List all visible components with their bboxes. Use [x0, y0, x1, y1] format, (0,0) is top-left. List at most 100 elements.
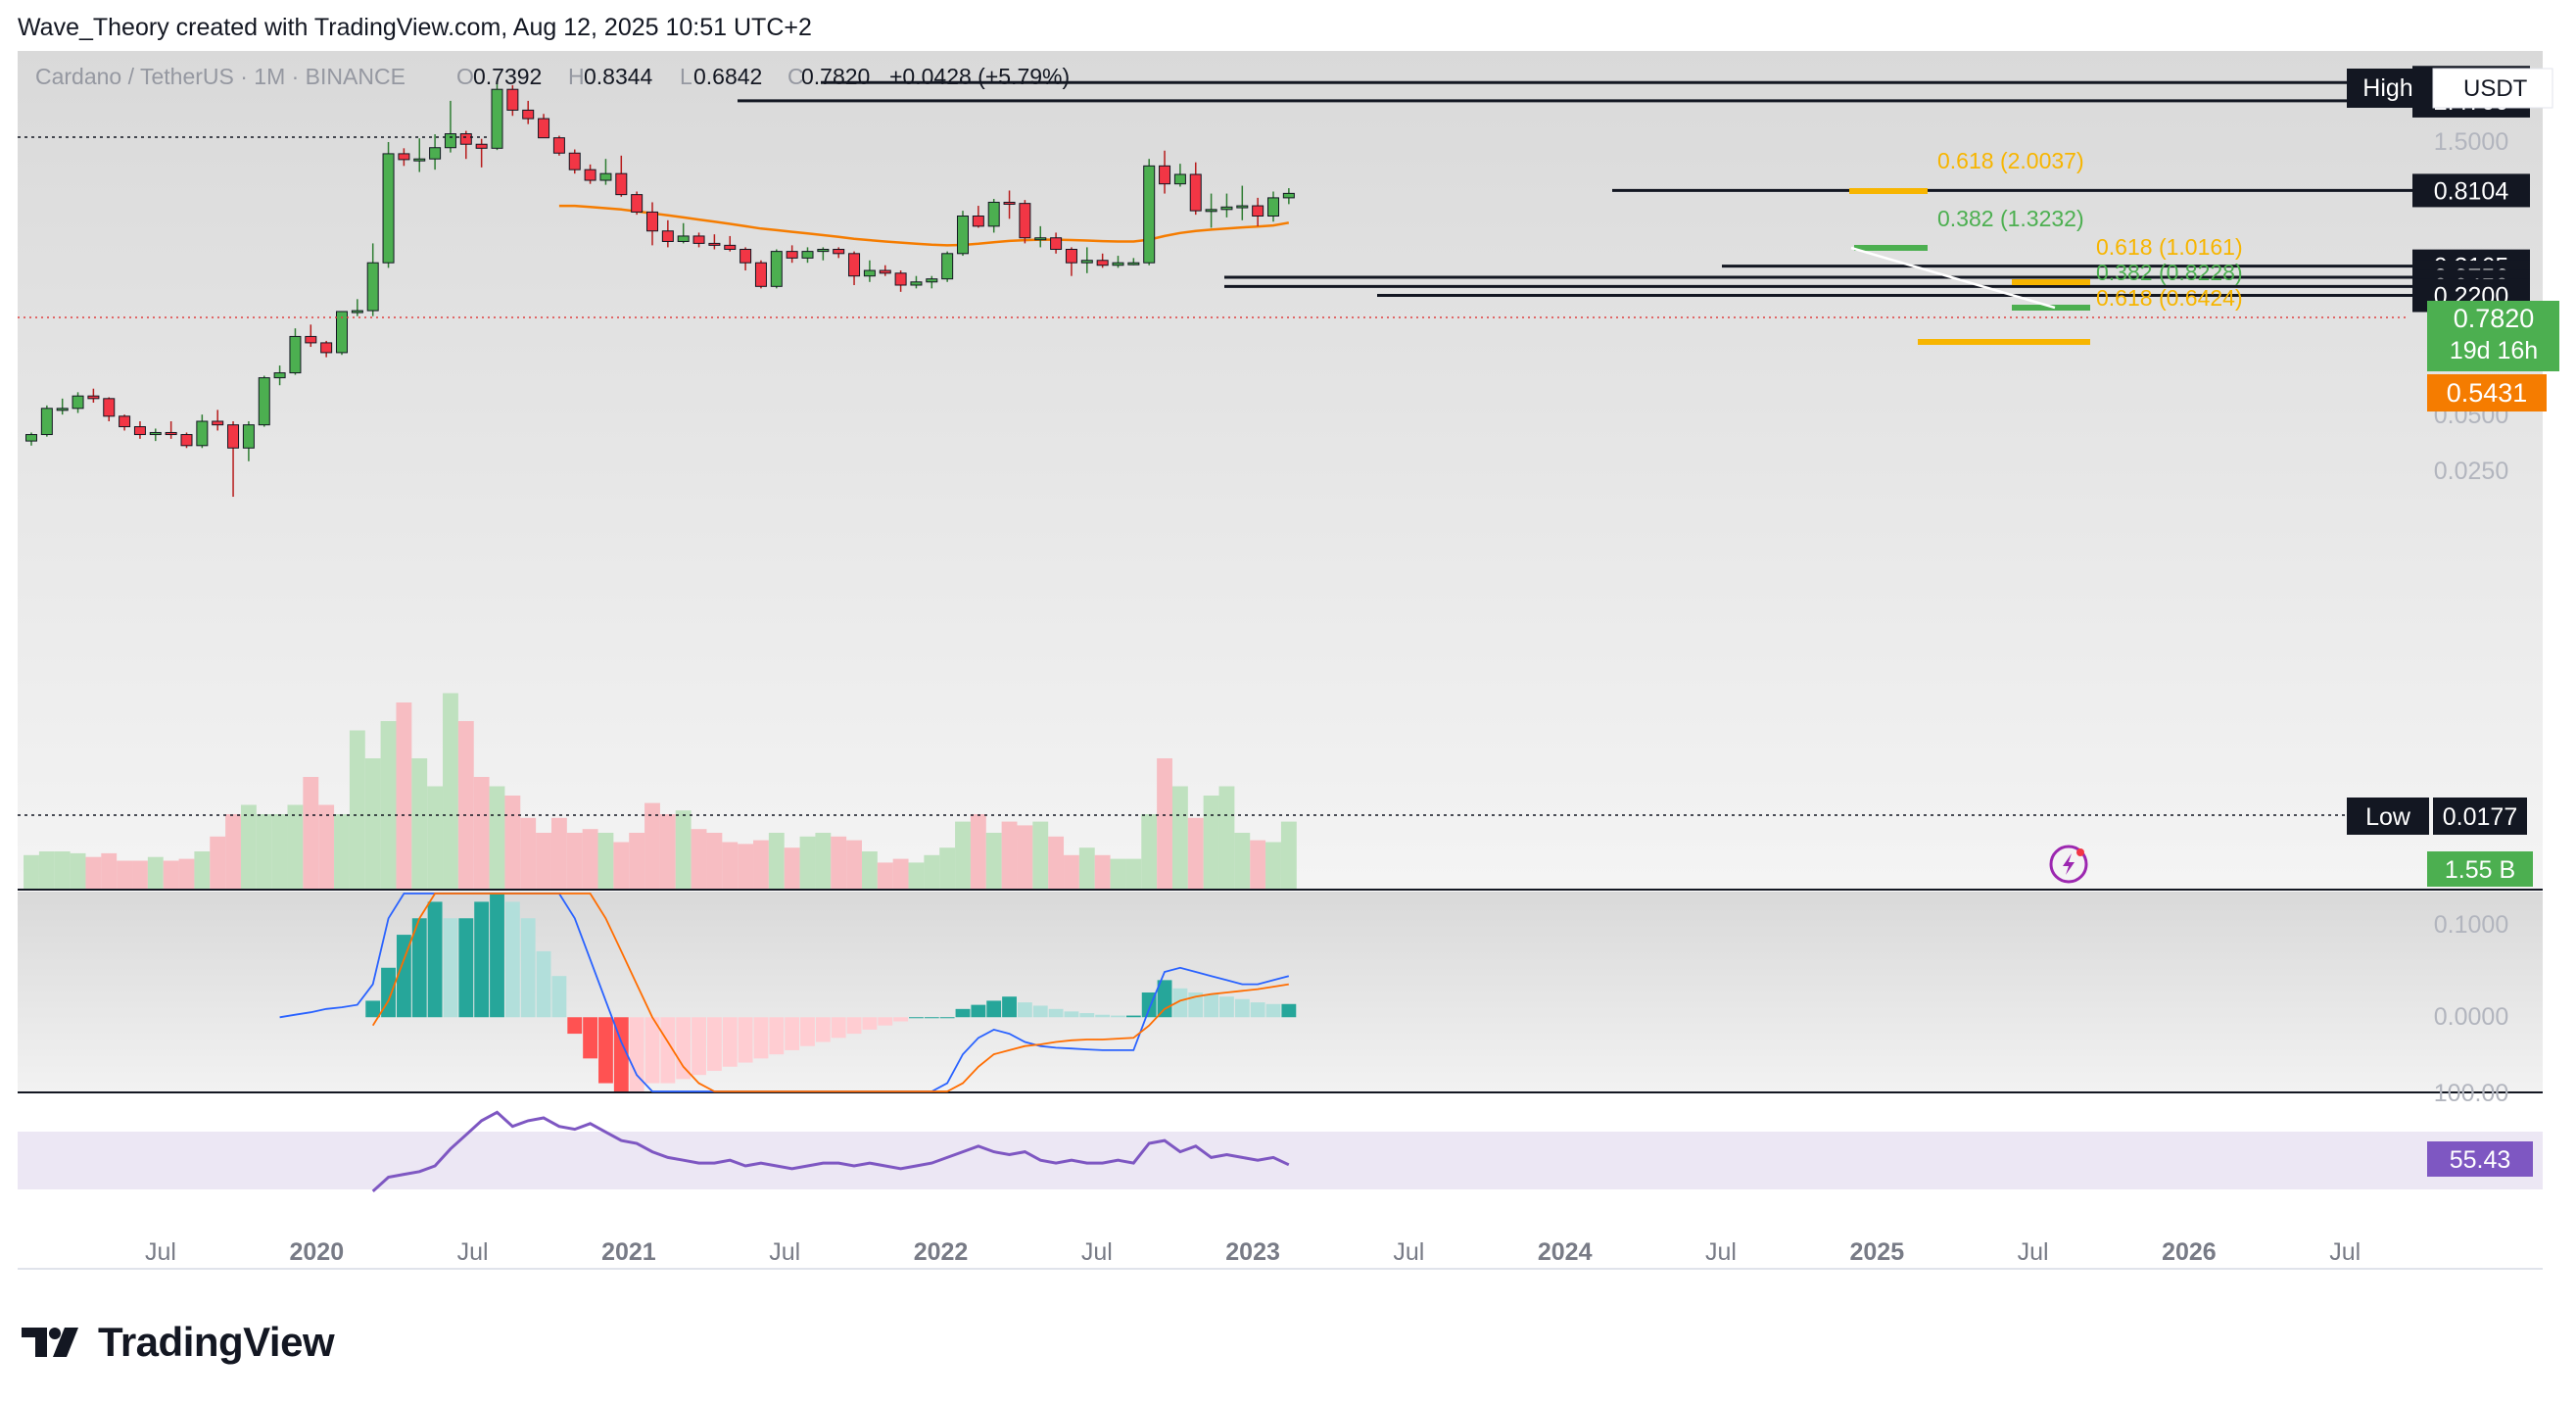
candle-body	[305, 335, 317, 344]
candle-body	[833, 248, 845, 255]
macd-histogram-bar	[909, 1017, 924, 1019]
candle-body	[87, 395, 100, 400]
candle-body	[1065, 248, 1077, 264]
volume-bar	[799, 836, 816, 889]
candle-body	[1173, 173, 1186, 185]
macd-histogram-bar	[1032, 1005, 1048, 1018]
macd-histogram-bar	[1002, 996, 1017, 1018]
volume-bar	[411, 758, 428, 889]
candle-body	[1143, 165, 1156, 264]
macd-histogram-bar	[753, 1017, 769, 1059]
time-axis-tick: 2025	[1849, 1238, 1904, 1266]
candle-body	[770, 251, 783, 287]
rsi-line	[371, 1110, 1290, 1193]
volume-bar	[784, 847, 800, 889]
candle-body	[972, 215, 984, 227]
countdown-value: 19d 16h	[2450, 337, 2538, 364]
volume-bar	[24, 854, 39, 889]
volume-bar	[939, 847, 956, 889]
candle-body	[817, 248, 830, 253]
time-axis-tick: 2026	[2162, 1238, 2217, 1266]
candles-layer	[25, 82, 1295, 498]
candle-body	[1189, 173, 1202, 212]
fib-level-label: 0.618 (1.0161)	[2096, 234, 2243, 260]
volume-bar	[861, 851, 878, 889]
candle-body	[739, 248, 752, 264]
volume-bar	[566, 833, 583, 889]
volume-bar	[815, 833, 832, 889]
volume-bar	[178, 858, 195, 889]
candle-body	[1127, 262, 1140, 266]
legend-high-label: H	[568, 64, 585, 89]
volume-bar	[877, 862, 893, 889]
volume-bar	[473, 777, 490, 889]
candle-body	[459, 133, 472, 145]
candle-body	[429, 147, 442, 160]
volume-bar	[691, 829, 707, 889]
candle-body	[491, 88, 503, 149]
tradingview-logo-icon	[22, 1328, 78, 1357]
volume-bar	[1032, 821, 1049, 889]
high-badge: High	[2347, 69, 2429, 108]
macd-histogram-bar	[1219, 996, 1234, 1018]
candle-body	[692, 235, 705, 244]
candle-body	[1034, 237, 1047, 241]
candle-body	[786, 251, 798, 259]
low-value: 0.0177	[2443, 803, 2517, 831]
trend-line	[1850, 246, 2056, 310]
volume-bar	[85, 856, 102, 889]
price-chart-svg[interactable]: 3.10102.47000.81040.31650.27560.24580.22…	[18, 51, 2560, 1283]
fib-level-marker	[2012, 279, 2090, 285]
macd-histogram-bar	[939, 1017, 955, 1019]
candle-body	[72, 395, 84, 410]
time-axis-tick: Jul	[1705, 1238, 1737, 1266]
candle-body	[538, 118, 550, 139]
volume-bar	[225, 814, 241, 889]
volume-bar	[1017, 825, 1033, 889]
volume-bar	[892, 858, 909, 889]
macd-histogram-bar	[1188, 992, 1204, 1018]
volume-bar	[1203, 796, 1219, 889]
signal-line	[371, 893, 1289, 1092]
macd-histogram-bar	[769, 1017, 785, 1055]
candle-body	[180, 434, 193, 447]
candle-body	[119, 415, 131, 428]
volume-value: 1.55 B	[2445, 856, 2515, 884]
candle-body	[212, 420, 224, 426]
currency-selector[interactable]: USDT	[2432, 68, 2553, 109]
chart-area[interactable]: 3.10102.47000.81040.31650.27560.24580.22…	[18, 51, 2560, 1283]
volume-bar	[659, 814, 676, 889]
volume-bar	[194, 851, 211, 889]
candle-body	[336, 311, 348, 354]
macd-histogram-bar	[986, 1000, 1002, 1018]
macd-histogram-bar	[1125, 1015, 1141, 1018]
candle-body	[894, 272, 907, 286]
macd-histogram-bar	[567, 1017, 583, 1035]
macd-histogram-bar	[551, 976, 567, 1018]
candle-body	[801, 251, 814, 259]
legend-close-label: C	[787, 64, 804, 89]
candle-body	[724, 244, 737, 250]
candle-body	[382, 153, 395, 264]
macd-histogram-bar	[1281, 1003, 1297, 1018]
price-value: 0.7820	[2454, 304, 2535, 333]
volume-bar	[613, 842, 630, 889]
volume-bar	[1187, 817, 1204, 889]
candle-body	[1205, 209, 1217, 213]
volume-bar	[644, 802, 660, 889]
macd-histogram-bar	[738, 1017, 753, 1063]
candle-body	[25, 434, 37, 442]
currency-label[interactable]: USDT	[2463, 75, 2528, 102]
volume-bar	[1094, 854, 1111, 889]
candle-body	[646, 211, 658, 232]
volume-bar	[349, 730, 365, 889]
volume-bar	[597, 833, 614, 889]
macd-histogram-bar	[955, 1008, 971, 1018]
macd-histogram-bar	[846, 1017, 862, 1035]
volume-bar	[1125, 858, 1142, 889]
candle-body	[475, 143, 488, 149]
lightning-icon[interactable]	[2049, 845, 2088, 884]
tradingview-logo[interactable]: TradingView	[22, 1319, 335, 1366]
volume-bar	[722, 842, 739, 889]
volume-bar	[1265, 842, 1281, 889]
